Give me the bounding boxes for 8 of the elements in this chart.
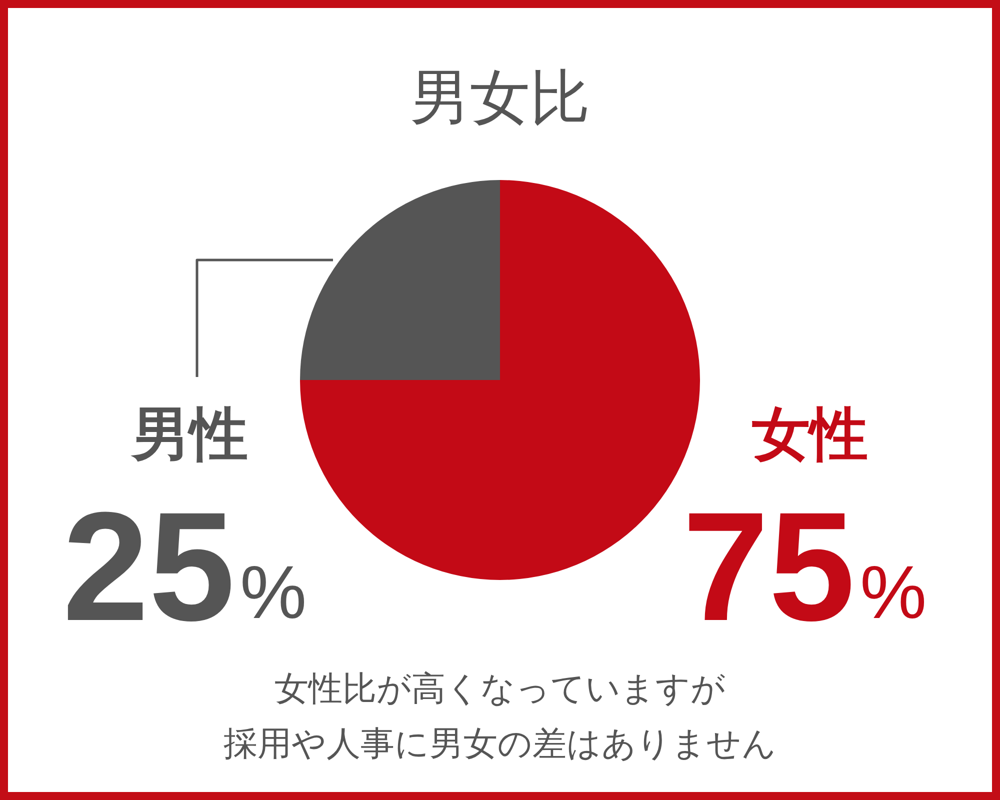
chart-title: 男女比 (410, 63, 590, 133)
text: 女性比が高くなっていますが (274, 669, 726, 709)
slice-label: 女性 (751, 400, 868, 468)
data-label: 25% (62, 480, 307, 653)
data-label: 75% (682, 480, 927, 653)
text: 採用や人事に男女の差はありません (224, 724, 776, 764)
slice-label: 男性 (130, 400, 248, 468)
pie-slice (300, 180, 500, 380)
